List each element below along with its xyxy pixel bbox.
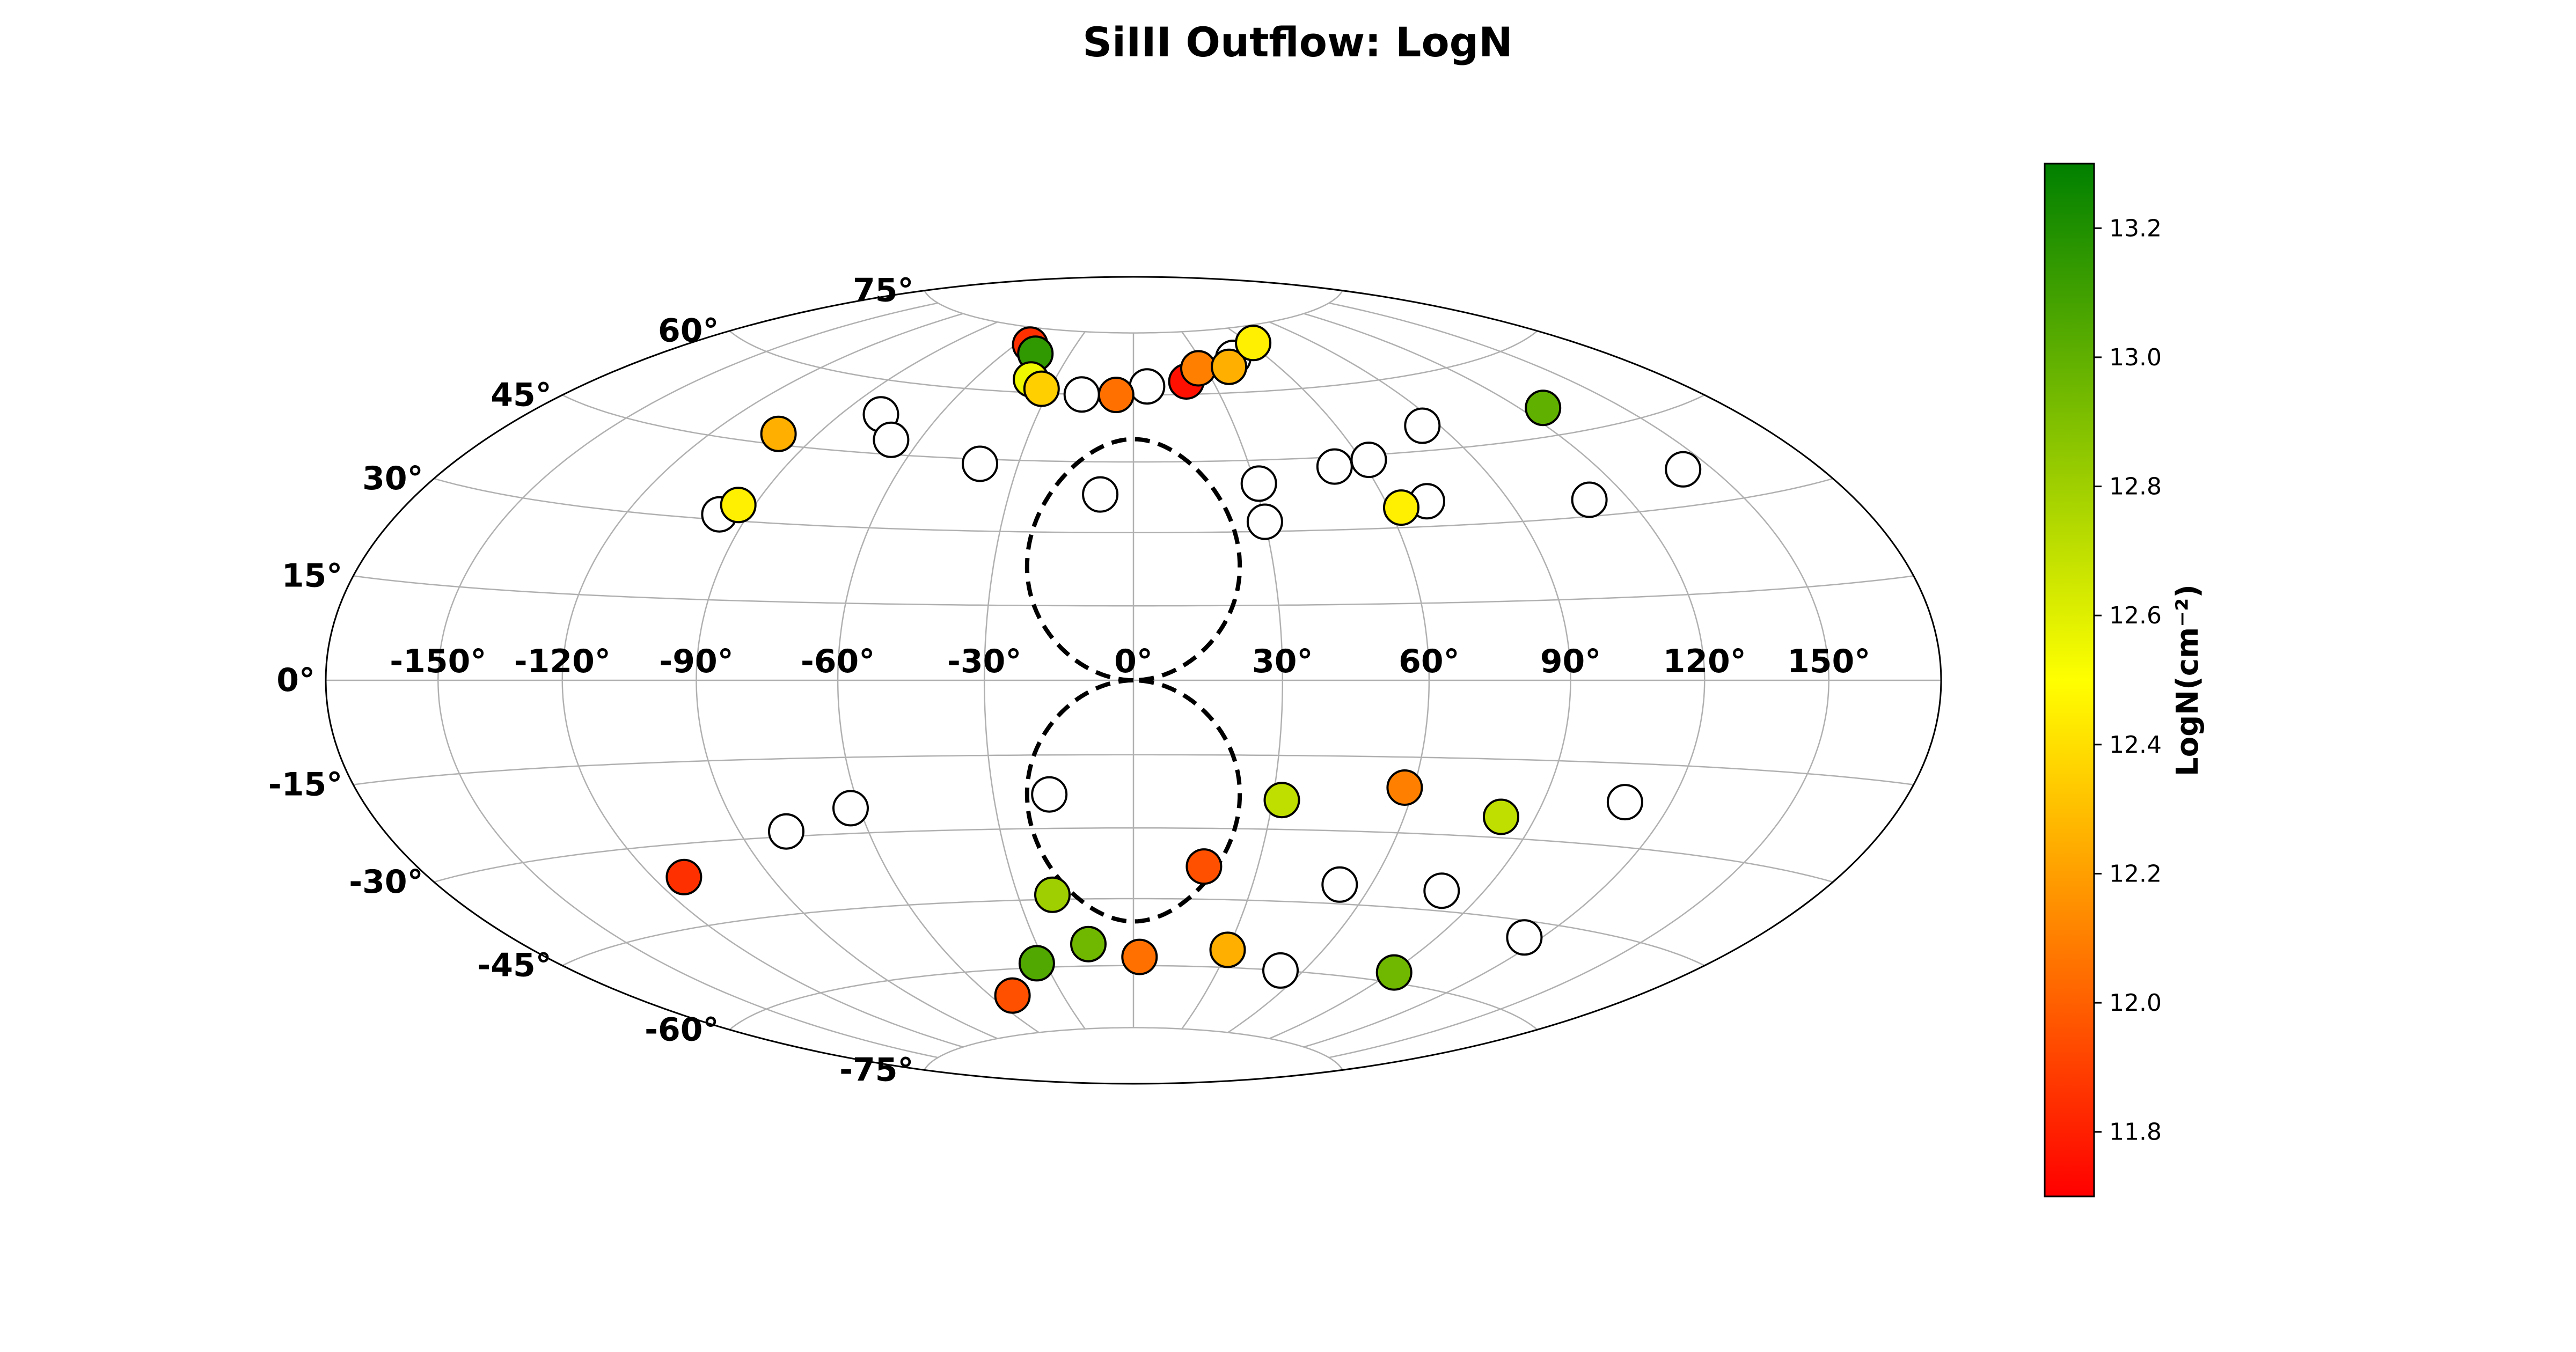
non-detection-point [768, 813, 804, 850]
detection-point [720, 487, 757, 524]
non-detection-point [873, 421, 910, 458]
lon-tick-label: -30° [947, 643, 1021, 680]
lat-tick-label: -30° [349, 863, 423, 901]
colorbar-tick-label: 12.0 [2109, 989, 2162, 1017]
non-detection-point [1350, 442, 1387, 479]
lon-tick-label: -60° [801, 643, 875, 680]
latitude-tick-labels: -75° -60° -45° -30° -15° 0° 15° 30° 45° 60° 75° [268, 272, 914, 1089]
colorbar-ticks: 11.8 12.0 12.2 12.4 12.6 12.8 13.0 13.2 [2094, 215, 2162, 1146]
lon-tick-label: -120° [514, 643, 611, 680]
detection-point [1386, 769, 1423, 806]
longitude-gridline [1328, 302, 1829, 1059]
detection-point [1070, 925, 1107, 962]
lon-tick-label: 30° [1252, 643, 1313, 680]
longitude-gridline [983, 331, 1086, 1030]
colorbar-label: LogN(cm⁻²) [2170, 584, 2205, 776]
non-detection-point [1404, 407, 1441, 444]
detection-point [1180, 350, 1217, 387]
non-detection-point [832, 790, 869, 827]
detection-point [1121, 938, 1158, 975]
longitude-gridline [696, 321, 998, 1039]
lat-tick-label: 30° [362, 460, 423, 497]
colorbar-tick-label: 12.8 [2109, 473, 2162, 501]
detection-point [1034, 876, 1071, 913]
longitude-tick-labels: -150° -120° -90° -60° -30° 0° 30° 60° 90° 120° 150… [390, 643, 1870, 680]
non-detection-point [1063, 376, 1100, 413]
non-detection-point [1262, 952, 1299, 989]
lat-tick-label: 0° [276, 662, 315, 699]
non-detection-point [1606, 784, 1643, 821]
lat-tick-label: 15° [282, 557, 343, 594]
lon-tick-label: 0° [1114, 643, 1153, 680]
detection-point [1483, 798, 1519, 835]
lon-tick-label: 150° [1787, 643, 1870, 680]
colorbar-tick-label: 12.6 [2109, 602, 2162, 629]
detection-point [1235, 325, 1272, 362]
detection-markers [665, 325, 1562, 1014]
non-detection-point [1506, 919, 1543, 956]
fermi-bubbles-outline [1024, 437, 1242, 924]
non-detection-point [962, 445, 998, 482]
non-detection-point [1082, 476, 1119, 513]
south-bubble-outline [1024, 678, 1242, 924]
detection-point [1383, 489, 1419, 526]
colorbar-tick-label: 13.0 [2109, 344, 2162, 371]
lon-tick-label: 90° [1540, 643, 1601, 680]
lat-tick-label: -15° [268, 766, 342, 804]
non-detection-point [1031, 776, 1068, 813]
lat-tick-label: -60° [645, 1011, 719, 1048]
lat-tick-label: -45° [477, 947, 551, 984]
detection-point [1097, 377, 1135, 414]
detection-point [1375, 954, 1413, 991]
non-detection-markers [701, 340, 1702, 989]
detection-point [760, 415, 797, 452]
lat-tick-label: 75° [853, 272, 914, 310]
longitude-gridline [437, 302, 939, 1059]
non-detection-point [1129, 368, 1166, 405]
colorbar-tick-label: 11.8 [2109, 1119, 2162, 1146]
non-detection-point [1423, 872, 1460, 909]
detection-point [665, 858, 702, 895]
detection-point [1209, 931, 1246, 968]
map-area: -150° -120° -90° -60° -30° 0° 30° 60° 90° 120° 150… [268, 272, 1942, 1089]
detection-point [1018, 945, 1055, 982]
lon-tick-label: -150° [390, 643, 486, 680]
longitude-gridline [1227, 327, 1430, 1033]
colorbar-gradient [2044, 163, 2095, 1197]
lat-tick-label: -75° [839, 1051, 913, 1089]
longitude-gridline [561, 313, 963, 1048]
detection-point [1263, 782, 1300, 819]
map-boundary [325, 276, 1942, 1085]
colorbar-tick-label: 13.2 [2109, 215, 2162, 242]
detection-point [1525, 390, 1562, 427]
lat-tick-label: 45° [491, 376, 552, 414]
colorbar-tick-label: 12.2 [2109, 860, 2162, 887]
longitude-gridline [837, 327, 1040, 1033]
non-detection-point [1240, 465, 1277, 502]
colorbar: 11.8 12.0 12.2 12.4 12.6 12.8 13.0 13.2 LogN(cm… [2044, 163, 2205, 1197]
lon-tick-label: -90° [659, 643, 733, 680]
lon-tick-label: 60° [1399, 643, 1460, 680]
non-detection-point [1571, 481, 1608, 518]
chart-title: SiIII Outflow: LogN [1082, 18, 1512, 66]
lat-tick-label: 60° [658, 312, 719, 350]
colorbar-tick-label: 12.4 [2109, 731, 2162, 759]
detection-point [1211, 348, 1248, 385]
detection-point [1185, 848, 1223, 885]
non-detection-point [1665, 451, 1702, 488]
non-detection-point [1316, 448, 1353, 485]
lon-tick-label: 120° [1663, 643, 1746, 680]
north-bubble-outline [1024, 437, 1242, 683]
detection-point [1023, 370, 1060, 407]
longitude-gridline [1181, 331, 1284, 1030]
non-detection-point [1246, 503, 1283, 540]
non-detection-point [1321, 866, 1358, 903]
detection-point [994, 977, 1031, 1014]
